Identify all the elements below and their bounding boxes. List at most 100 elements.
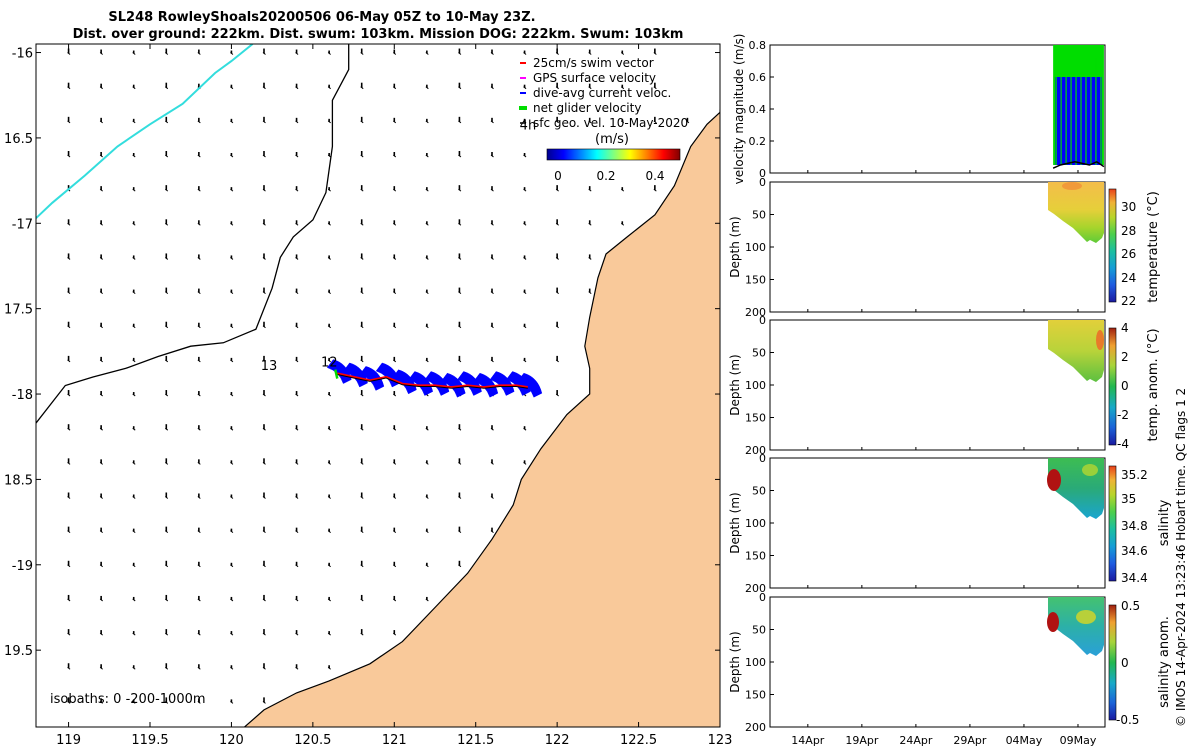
current-arrow (295, 220, 299, 226)
current-arrow (392, 561, 397, 568)
cbar-tick: 34.8 (1121, 519, 1148, 533)
credit-text: © IMOS 14-Apr-2024 13:23:46 Hobart time.… (1174, 388, 1188, 727)
current-arrow (490, 527, 494, 534)
velocity-ylabel: velocity magnitude (m/s) (732, 34, 746, 185)
velocity-ytick-label: 0.8 (749, 39, 767, 52)
depth-ylabel: Depth (m) (728, 354, 742, 415)
map-xtick-label: 122.5 (620, 733, 657, 748)
current-arrow (295, 425, 299, 431)
current-arrow (588, 220, 592, 226)
land-mass (243, 91, 720, 727)
map-xtick-label: 120.5 (294, 733, 331, 748)
current-arrow (197, 117, 201, 124)
current-arrow (197, 459, 201, 465)
current-arrow (392, 220, 397, 226)
current-arrow (132, 665, 136, 670)
current-arrow (67, 663, 71, 670)
cbar-tick: 0.5 (1121, 599, 1140, 613)
current-arrow (132, 152, 136, 158)
current-arrow (132, 426, 136, 431)
current-arrow (164, 663, 169, 670)
current-arrow (523, 460, 527, 465)
map-xtick-label: 121 (382, 733, 407, 748)
cbar-tick: 24 (1121, 271, 1136, 285)
dive-current-vector (517, 372, 543, 398)
current-arrow (197, 595, 201, 602)
current-arrow (392, 630, 397, 636)
current-arrow (425, 323, 429, 329)
current-arrow (425, 494, 429, 499)
current-arrow (392, 151, 397, 158)
current-arrow (360, 219, 364, 226)
current-arrow (164, 390, 169, 397)
current-arrow (262, 82, 266, 90)
current-arrow (99, 117, 103, 124)
current-arrow (164, 458, 169, 465)
depth-tick-label: 200 (745, 721, 766, 734)
current-arrow (327, 665, 331, 670)
speed-colorbar-label: (m/s) (595, 132, 629, 147)
current-arrow (490, 322, 494, 329)
map-ytick-label: 16.5 (4, 132, 33, 147)
velocity-ytick-label: 0.2 (749, 135, 767, 148)
current-arrow (295, 254, 299, 260)
current-arrow (425, 50, 429, 55)
current-arrow (67, 321, 71, 329)
current-arrow (262, 697, 266, 704)
current-arrow (360, 82, 364, 90)
depth-ylabel: Depth (m) (728, 216, 742, 277)
current-arrow (67, 355, 71, 363)
current-arrow (230, 118, 234, 124)
current-arrow (230, 528, 234, 534)
cbar-tick: -4 (1117, 437, 1129, 451)
depth-ylabel: Depth (m) (728, 631, 742, 692)
current-arrow (295, 664, 299, 670)
current-arrow (555, 390, 559, 397)
dive-current-vector (506, 371, 531, 396)
current-arrow (392, 493, 397, 499)
salinity-anomaly-panel: Depth (m) 0 50 100 150 200 0.5 0 -0.5 salini… (728, 591, 1172, 734)
current-arrow (262, 458, 266, 465)
current-arrow (230, 699, 234, 704)
date-tick-label: 14Apr (791, 734, 825, 747)
current-arrow (230, 187, 234, 192)
temp-anomaly-colorbar-label: temp. anom. (°C) (1146, 328, 1161, 441)
map-ytick-label: 17.5 (4, 303, 33, 318)
current-arrow (523, 323, 527, 329)
current-arrow (132, 528, 136, 534)
dive-current-vector (457, 371, 482, 396)
current-arrow (458, 287, 462, 294)
current-arrow (164, 48, 169, 55)
cbar-tick: -0.5 (1116, 713, 1139, 727)
current-arrow (132, 255, 136, 260)
salinity-anomaly-colorbar (1108, 604, 1117, 721)
current-arrow (99, 391, 103, 397)
salinity-anomaly-colorbar-ticks: 0.5 0 -0.5 (1116, 599, 1140, 727)
current-arrow (458, 219, 462, 226)
current-arrow (99, 356, 103, 363)
current-arrow (132, 289, 136, 294)
dive-current-vector (326, 359, 352, 384)
glider-track (326, 359, 543, 398)
current-arrow (197, 561, 201, 568)
current-arrow (360, 594, 364, 602)
current-arrow (490, 459, 494, 465)
temperature-anomaly-panel: Depth (m) 0 50 100 150 200 4 2 0 -2 -4 temp.… (728, 314, 1161, 457)
current-arrow (555, 355, 559, 363)
current-arrow (392, 322, 397, 329)
salinity-colorbar-ticks: 35.2 35 34.8 34.6 34.4 (1121, 468, 1148, 585)
current-arrow (327, 118, 331, 124)
current-arrow (164, 594, 169, 602)
current-arrow (327, 152, 331, 158)
velocity-panel-frame (769, 44, 1106, 174)
current-arrow (67, 150, 71, 158)
current-arrow (132, 118, 136, 124)
current-arrow (360, 287, 364, 294)
current-arrow (67, 253, 71, 260)
map-ytick-label: -16 (12, 47, 33, 62)
current-arrow (67, 560, 71, 568)
current-arrow (555, 185, 559, 192)
current-arrow (295, 630, 299, 636)
current-arrow (230, 631, 234, 636)
current-arrow (392, 83, 397, 90)
